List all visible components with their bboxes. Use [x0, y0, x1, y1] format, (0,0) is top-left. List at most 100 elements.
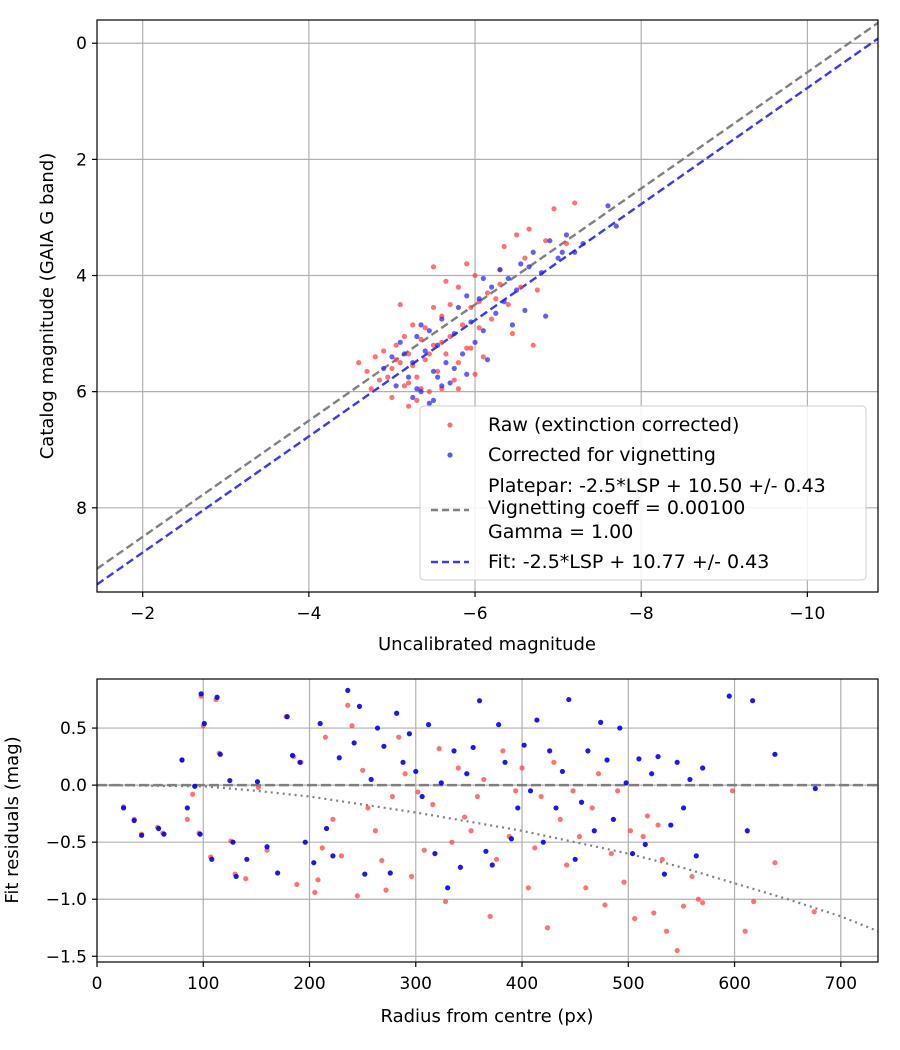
raw-point: [426, 389, 432, 395]
corrected-residual-point: [515, 805, 521, 811]
corrected-residual-point: [496, 722, 502, 728]
corrected-residual-point: [559, 768, 566, 775]
corrected-point: [563, 232, 570, 238]
corrected-point: [547, 238, 553, 244]
corrected-residual-point: [289, 752, 296, 759]
raw-point: [459, 322, 466, 328]
corrected-point: [459, 351, 466, 357]
bottom-grid: [96, 679, 878, 962]
bottom-y-tick-label: −1.5: [46, 947, 87, 967]
corrected-point: [509, 322, 516, 328]
corrected-residual-point: [521, 742, 527, 748]
raw-point: [522, 255, 528, 261]
top-y-axis-label: Catalog magnitude (GAIA G band): [37, 153, 58, 460]
corrected-residual-point: [192, 783, 198, 789]
corrected-residual-point: [508, 836, 515, 842]
corrected-residual-point: [217, 751, 223, 757]
raw-point: [430, 264, 437, 270]
corrected-residual-point: [330, 853, 336, 859]
corrected-point: [530, 249, 536, 255]
corrected-point: [439, 383, 445, 389]
raw-point: [543, 238, 549, 244]
bottom-y-tick-label: −0.5: [46, 833, 87, 853]
top-x-axis-label: Uncalibrated magnitude: [378, 634, 596, 655]
corrected-point: [422, 348, 428, 354]
raw-point: [426, 351, 432, 357]
corrected-point: [418, 389, 424, 395]
legend-platepar-label-1: Platepar: -2.5*LSP + 10.50 +/- 0.43: [488, 475, 826, 497]
corrected-residual-point: [264, 844, 270, 850]
corrected-point: [455, 304, 462, 311]
raw-residual-point: [570, 788, 576, 794]
raw-residual-point: [689, 873, 695, 880]
corrected-residual-point: [345, 687, 351, 694]
corrected-residual-point: [534, 717, 540, 723]
raw-point: [447, 301, 453, 308]
raw-point: [455, 284, 462, 290]
corrected-residual-point: [636, 756, 642, 762]
raw-point: [430, 342, 437, 348]
corrected-point: [555, 255, 561, 261]
raw-residual-point: [312, 889, 318, 895]
raw-point: [472, 272, 478, 279]
corrected-point: [501, 299, 507, 305]
top-x-tick-label: −10: [789, 604, 825, 624]
raw-point: [397, 301, 403, 308]
raw-residual-point: [338, 853, 344, 859]
corrected-point: [410, 360, 416, 366]
raw-point: [468, 304, 474, 311]
top-plot: −2 −4 −6 −8 −10 0 2 4 6 8 Uncalibrated magnitude…: [37, 19, 879, 655]
raw-point: [443, 278, 449, 284]
raw-residual-point: [365, 805, 371, 811]
corrected-residual-point: [156, 825, 162, 832]
corrected-residual-point: [302, 839, 308, 845]
raw-point: [401, 333, 408, 340]
bottom-x-tick-label: 0: [92, 974, 103, 994]
raw-point: [489, 316, 495, 322]
corrected-residual-point: [198, 691, 204, 697]
raw-point: [509, 330, 516, 337]
bottom-x-tick-label: 300: [400, 974, 432, 994]
legend-fit-label: Fit: -2.5*LSP + 10.77 +/- 0.43: [488, 551, 769, 573]
raw-point: [518, 284, 524, 290]
raw-point: [393, 357, 399, 363]
corrected-point: [405, 374, 412, 380]
corrected-residual-point: [297, 759, 303, 765]
raw-residual-point: [632, 916, 638, 922]
raw-point: [447, 333, 453, 340]
corrected-residual-point: [693, 853, 699, 859]
bottom-y-ticks: 0.5 0.0 −0.5 −1.0 −1.5: [46, 719, 97, 967]
raw-point: [572, 200, 578, 206]
raw-residual-point: [372, 828, 378, 834]
corrected-residual-point: [680, 805, 687, 811]
corrected-point: [522, 307, 528, 313]
corrected-residual-point: [489, 862, 495, 868]
raw-residual-point: [255, 784, 262, 791]
raw-residual-point: [442, 898, 449, 905]
raw-point: [439, 339, 445, 345]
raw-point: [513, 232, 520, 238]
corrected-point: [447, 380, 453, 386]
top-x-tick-label: −4: [296, 604, 321, 624]
raw-residual-point: [811, 909, 817, 915]
raw-residual-point: [602, 902, 608, 908]
raw-residual-point: [322, 734, 329, 740]
raw-point: [405, 403, 412, 409]
raw-residual-point: [729, 788, 736, 794]
raw-residual-point: [695, 896, 702, 902]
raw-point: [401, 383, 408, 389]
raw-residual-point: [589, 805, 595, 811]
top-x-tick-label: −2: [130, 604, 155, 624]
legend-box: [419, 405, 867, 581]
raw-residual-point: [184, 816, 190, 822]
raw-point: [472, 371, 478, 377]
raw-residual-point: [455, 765, 461, 771]
corrected-residual-point: [642, 841, 648, 848]
raw-point: [534, 287, 540, 293]
corrected-point: [489, 284, 495, 290]
raw-point: [451, 377, 457, 383]
raw-point: [389, 365, 395, 372]
legend-corrected-label: Corrected for vignetting: [488, 444, 716, 466]
legend-raw-marker: [447, 422, 453, 428]
corrected-residual-point: [394, 710, 400, 716]
